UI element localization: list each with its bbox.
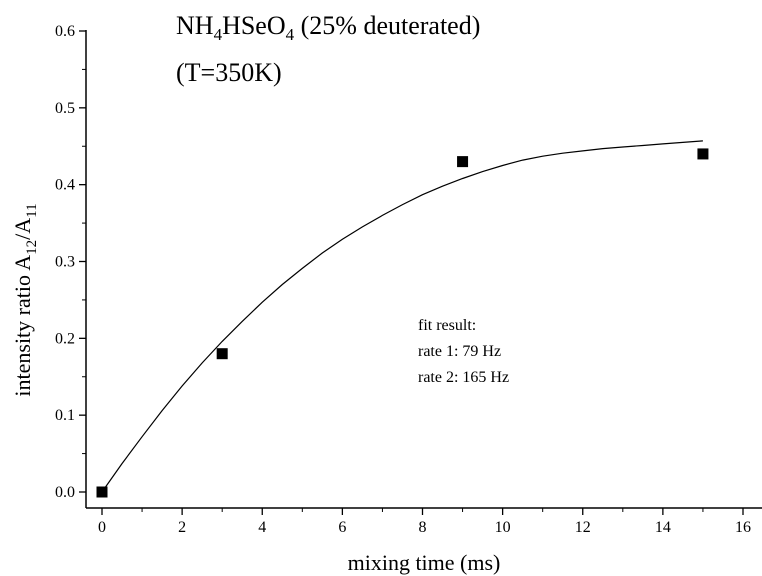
x-tick-label: 14 (655, 519, 671, 536)
annotation-line: rate 1: 79 Hz (418, 343, 501, 360)
y-tick-label: 0.3 (55, 254, 75, 271)
text-run: (25% deuterated) (294, 11, 480, 40)
subscript: 4 (214, 25, 223, 44)
x-tick-label: 16 (735, 519, 751, 536)
data-point (457, 156, 469, 168)
y-axis-label: intensity ratio A12/A11 (10, 203, 40, 396)
x-tick-label: 2 (178, 519, 186, 536)
x-tick-label: 12 (575, 519, 591, 536)
chart-title-line1: NH4HSeO4 (25% deuterated) (176, 11, 480, 44)
data-points-layer (96, 148, 709, 498)
chart-title-line2: (T=350K) (176, 58, 282, 87)
data-point (96, 486, 108, 498)
subscript: 4 (286, 25, 295, 44)
y-tick-label: 0.4 (55, 177, 75, 194)
fit-curve-layer (101, 140, 703, 493)
axes (85, 30, 762, 509)
subscript: 11 (24, 203, 40, 217)
y-tick-label: 0.1 (55, 407, 75, 424)
annotation-line: fit result: (418, 317, 476, 334)
text-run: /A (10, 218, 35, 240)
x-tick-label: 8 (419, 519, 427, 536)
annotation-line: rate 2: 165 Hz (418, 369, 509, 386)
x-tick-label: 6 (338, 519, 346, 536)
y-tick-label: 0.5 (55, 100, 75, 117)
text-run: intensity ratio A (10, 255, 35, 397)
x-tick-label: 0 (98, 519, 106, 536)
x-axis-ticks: 0 2 4 6 8 10 12 14 16 (98, 508, 751, 536)
x-tick-label: 4 (258, 519, 266, 536)
subscript: 12 (24, 240, 40, 255)
x-axis-label: mixing time (ms) (348, 550, 501, 575)
x-tick-label: 10 (495, 519, 511, 536)
y-tick-label: 0.6 (55, 23, 75, 40)
text-run: HSeO (222, 11, 286, 40)
y-tick-label: 0.0 (55, 484, 75, 501)
text-run: NH (176, 11, 214, 40)
data-point (216, 348, 228, 360)
fit-result-annotation: fit result: rate 1: 79 Hz rate 2: 165 Hz (418, 317, 509, 386)
y-axis-ticks: 0.0 0.1 0.2 0.3 0.4 0.5 0.6 (55, 23, 86, 501)
data-point (697, 148, 709, 160)
fit-curve-line (101, 140, 703, 493)
y-tick-label: 0.2 (55, 330, 75, 347)
